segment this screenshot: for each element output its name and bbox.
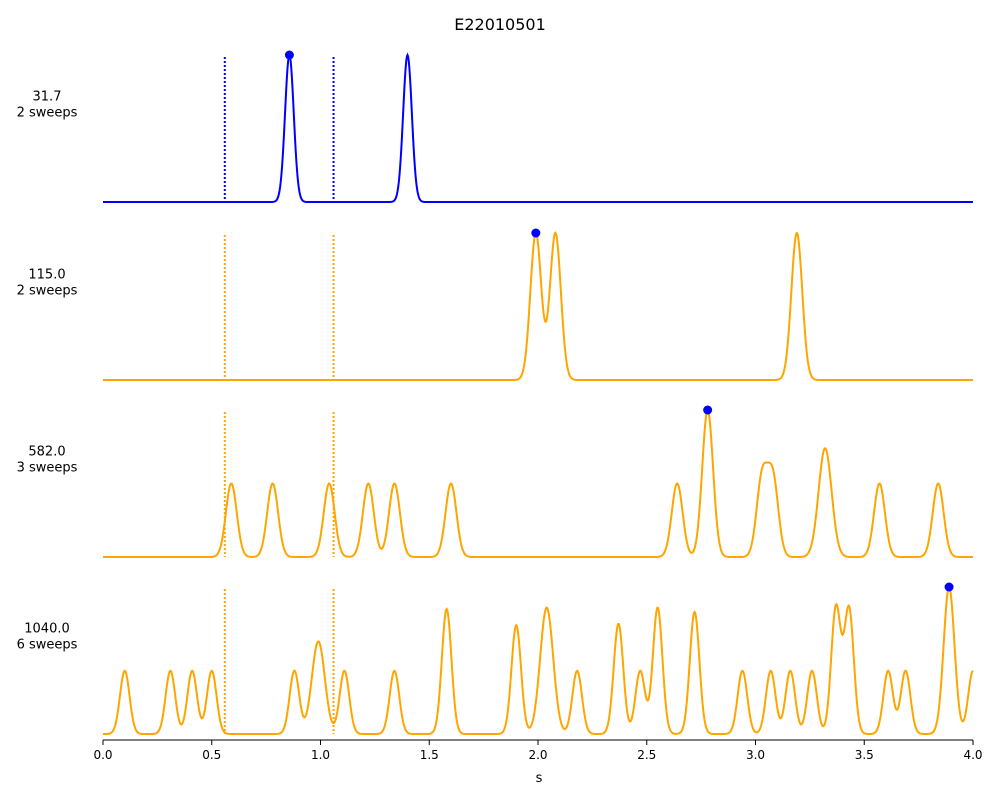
- x-tick-label: 0.5: [202, 748, 221, 762]
- series-line: [103, 52, 973, 203]
- max-point-marker: [944, 582, 954, 592]
- chart-title: E22010501: [454, 15, 546, 34]
- row-0: 31.72 sweeps: [17, 50, 973, 203]
- row-1: 115.02 sweeps: [17, 228, 973, 381]
- x-tick-label: 3.0: [746, 748, 765, 762]
- row-label-sweeps: 6 sweeps: [17, 638, 78, 653]
- row-3: 1040.06 sweeps: [17, 582, 974, 735]
- max-point-marker: [531, 228, 541, 238]
- row-label-sweeps: 2 sweeps: [17, 106, 78, 121]
- series-line: [103, 230, 973, 381]
- x-tick-label: 3.5: [855, 748, 874, 762]
- row-2: 582.03 sweeps: [17, 405, 973, 558]
- x-axis: 0.0 0.5 1.0 1.5 2.0 2.5 3.0 3.5 4.0: [93, 739, 983, 762]
- series-line: [103, 586, 974, 735]
- max-point-marker: [284, 50, 294, 60]
- x-tick-label: 4.0: [963, 748, 982, 762]
- row-label-value: 582.0: [28, 445, 65, 460]
- row-label-sweeps: 2 sweeps: [17, 284, 78, 299]
- x-tick-label: 2.5: [637, 748, 656, 762]
- x-tick-label: 1.5: [420, 748, 439, 762]
- row-label-sweeps: 3 sweeps: [17, 461, 78, 476]
- x-axis-label: s: [536, 771, 543, 786]
- series-line: [103, 408, 973, 558]
- x-tick-label: 1.0: [311, 748, 330, 762]
- max-point-marker: [703, 405, 713, 415]
- row-label-value: 1040.0: [24, 622, 70, 637]
- x-tick-label: 2.0: [528, 748, 547, 762]
- row-label-value: 31.7: [33, 90, 62, 105]
- x-tick-label: 0.0: [93, 748, 112, 762]
- row-label-value: 115.0: [28, 268, 65, 283]
